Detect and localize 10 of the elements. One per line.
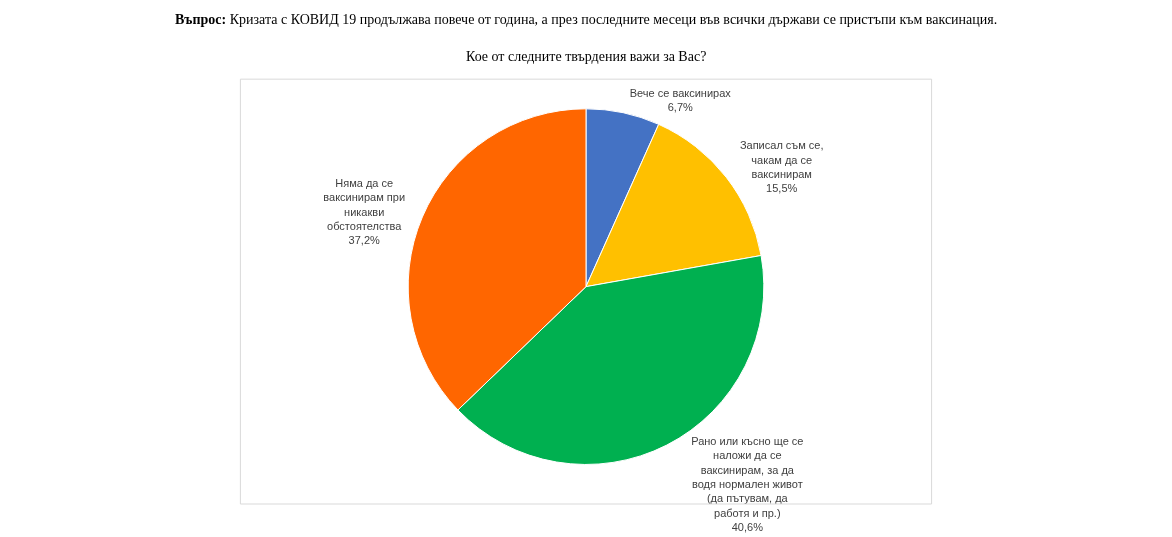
- chart-subtitle: Кое от следните твърдения важи за Вас?: [466, 49, 707, 64]
- data-label: 15,5%: [766, 182, 798, 195]
- data-label: 40,6%: [731, 520, 764, 533]
- slice-label: Вече се ваксинирах: [629, 87, 732, 99]
- slice-label: Няма да се ваксинирам при никакви обстоятелства: [323, 177, 406, 233]
- data-label: 6,7%: [667, 101, 694, 114]
- slice-label: Рано или късно ще се наложи да се ваксинирам, за да водя нормален живот (да пътувам, да работя и пр.): [691, 435, 804, 519]
- slice-label: Записал съм се, чакам да се ваксинирам: [739, 139, 824, 180]
- data-label: 37,2%: [348, 234, 380, 247]
- chart-title: Въпрос: Кризата с КОВИД 19 продължава повече от година, а през последните месеци във всички държави се пристъпи към ваксинация.: [175, 12, 998, 27]
